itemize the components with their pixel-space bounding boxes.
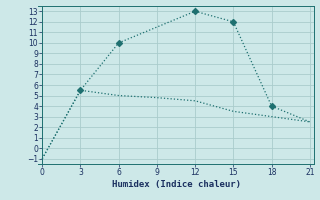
X-axis label: Humidex (Indice chaleur): Humidex (Indice chaleur) xyxy=(111,180,241,189)
